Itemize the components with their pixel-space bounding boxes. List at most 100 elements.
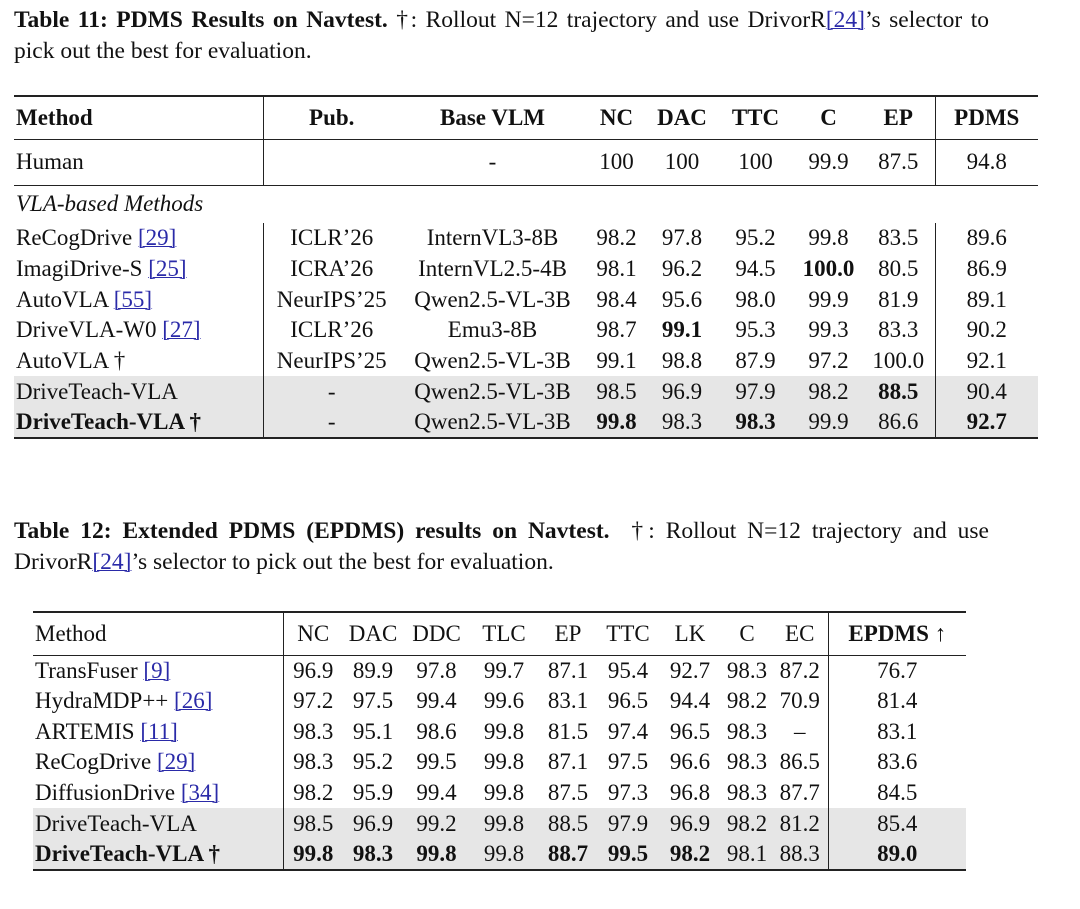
value-cell: Emu3-8B (400, 315, 585, 346)
value-cell: 83.6 (828, 747, 966, 778)
cell-text: 100 (738, 149, 773, 174)
value-cell: 89.1 (935, 284, 1038, 315)
cell-text: 83.3 (878, 317, 919, 343)
value-cell: 98.2 (283, 778, 343, 809)
cell-text: 96.5 (607, 688, 649, 714)
value-cell: 99.4 (403, 778, 470, 809)
citation-link[interactable]: [29] (138, 225, 177, 251)
value-cell: 97.2 (283, 686, 343, 717)
citation-link[interactable]: [34] (180, 780, 220, 806)
cell-text: 98.1 (726, 840, 768, 866)
header-text: TTC (606, 620, 650, 646)
value-cell: 81.4 (828, 686, 966, 717)
cell-text: 99.4 (416, 688, 457, 714)
cell-text: 99.9 (808, 286, 849, 312)
cell-text: 83.5 (878, 225, 919, 251)
cell-text: 95.6 (661, 286, 703, 312)
value-cell: 70.9 (772, 685, 829, 717)
header-text: EC (785, 620, 815, 646)
value-cell: 99.8 (283, 839, 343, 870)
cell-text: 99.1 (596, 348, 637, 374)
citation-link[interactable]: [24] (825, 7, 866, 33)
cell-text: 99.1 (661, 317, 703, 343)
citation-link[interactable]: [11] (140, 718, 178, 744)
value-cell: 99.8 (470, 778, 538, 809)
cell-text: 98.2 (293, 780, 334, 806)
cell-text: 97.2 (808, 348, 849, 374)
header-row: Method NC DAC DDC TLC EP TTC LK C EC EPDMS ↑ (33, 612, 966, 656)
citation-link[interactable]: [26] (174, 688, 213, 714)
cell-text: 89.1 (966, 286, 1007, 312)
value-cell: 98.1 (585, 254, 648, 285)
citation-link[interactable]: [24] (92, 549, 132, 575)
citation-link[interactable]: [25] (148, 256, 187, 282)
value-cell: 99.5 (598, 839, 658, 870)
value-cell: 96.9 (343, 808, 403, 840)
table-row: ImagiDrive-S [25] ICRA’26 InternVL2.5-4B 98… (14, 253, 1038, 285)
citation-link[interactable]: [9] (143, 657, 171, 683)
table-caption: Table 11: PDMS Results on Navtest. †: Ro… (14, 5, 989, 67)
cell-text: 87.5 (547, 780, 589, 806)
column-header: EP (538, 612, 598, 656)
value-cell: 95.2 (343, 747, 403, 778)
cell-text: 96.9 (352, 810, 394, 836)
value-cell: 86.9 (935, 254, 1038, 285)
column-header: TTC (598, 612, 658, 656)
value-cell: 99.1 (648, 315, 716, 346)
value-cell: 87.1 (538, 655, 598, 686)
cell-text: 97.2 (293, 688, 334, 714)
cell-text: InternVL2.5-4B (418, 256, 567, 282)
value-cell: 80.5 (862, 253, 936, 285)
value-cell: 87.7 (772, 777, 829, 809)
cell-text: 81.2 (779, 810, 820, 836)
value-cell: 88.7 (538, 839, 598, 870)
value-cell: 98.2 (722, 808, 772, 840)
value-cell: 90.4 (935, 376, 1038, 408)
column-header: LK (658, 612, 722, 656)
value-cell: - (263, 407, 400, 438)
value-cell: 99.3 (795, 315, 862, 346)
cell-text: 94.4 (669, 688, 711, 714)
cell-text: 95.2 (352, 749, 394, 775)
cell-text: 94.5 (735, 256, 776, 282)
table-row: Human - 100 100 100 99.9 87.5 94.8 (14, 139, 1038, 186)
cell-text: 83.1 (547, 688, 589, 714)
value-cell: Qwen2.5-VL-3B (400, 376, 585, 408)
table-row: DriveVLA-W0 [27] ICLR’26 Emu3-8B 98.7 99.1 95… (14, 315, 1038, 346)
value-cell: 97.5 (598, 747, 658, 778)
cell-text: 98.7 (596, 317, 637, 343)
value-cell: 92.7 (658, 655, 722, 686)
citation-link[interactable]: [55] (113, 286, 153, 312)
value-cell: 96.9 (648, 376, 716, 408)
value-cell: 98.3 (283, 716, 343, 747)
cell-text: 89.9 (352, 657, 394, 683)
method-name: DriveVLA-W0 (16, 317, 157, 343)
citation-link[interactable]: [27] (162, 317, 201, 343)
cell-text: 99.8 (416, 840, 457, 866)
value-cell: 96.8 (658, 778, 722, 809)
method-name: TransFuser (35, 657, 138, 683)
cell-text: - (488, 149, 497, 174)
cell-text: 87.9 (735, 348, 776, 374)
method-cell: DiffusionDrive [34] (33, 777, 284, 809)
cell-text: ICLR’26 (290, 317, 374, 343)
value-cell: 100 (585, 139, 648, 186)
value-cell (263, 139, 400, 186)
value-cell: 98.3 (343, 839, 403, 870)
header-text: LK (674, 620, 706, 646)
cell-text: 95.4 (607, 657, 649, 683)
value-cell: 98.2 (722, 686, 772, 717)
cell-text: 96.9 (661, 378, 703, 404)
method-cell: DriveTeach-VLA † (14, 407, 264, 438)
header-text: Method (16, 104, 93, 130)
column-header: C (722, 612, 772, 656)
value-cell: 94.4 (658, 686, 722, 717)
header-text: NC (599, 104, 634, 130)
cell-text: 96.9 (293, 657, 334, 683)
value-cell: 98.2 (585, 223, 648, 254)
citation-link[interactable]: [29] (157, 749, 196, 775)
value-cell: 99.8 (585, 407, 648, 438)
cell-text: 89.0 (877, 840, 918, 866)
table-row: ReCogDrive [29] ICLR’26 InternVL3-8B 98.2 97… (14, 223, 1038, 254)
column-header: Method (14, 96, 264, 140)
